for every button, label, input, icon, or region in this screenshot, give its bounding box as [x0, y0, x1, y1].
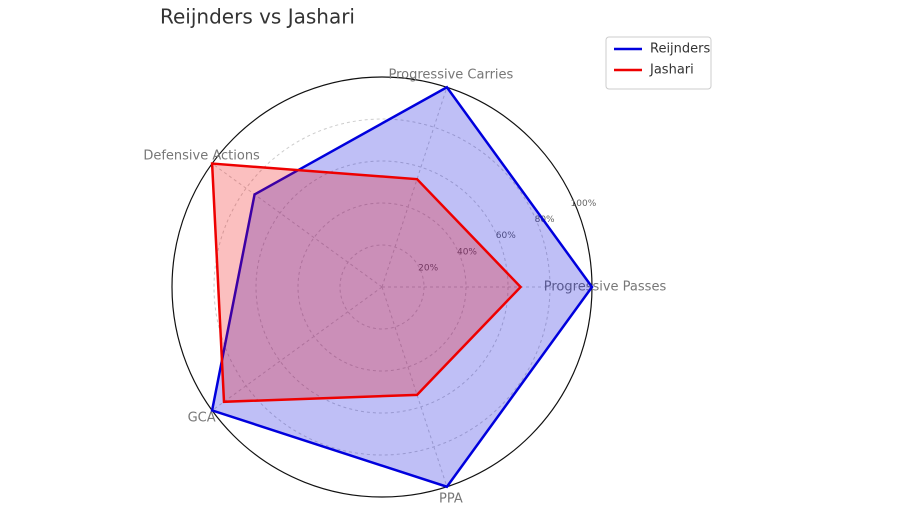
category-label: Progressive Passes [544, 280, 667, 295]
chart-title: Reijnders vs Jashari [160, 5, 355, 29]
spoke [211, 163, 383, 288]
r-tick-label: 20% [418, 263, 438, 273]
spoke [381, 286, 448, 487]
r-tick-label: 100% [571, 199, 597, 209]
legend-label: Reijnders [650, 42, 711, 57]
spoke [211, 286, 383, 411]
series-line [210, 162, 523, 404]
legend-label: Jashari [649, 63, 694, 78]
spoke [381, 87, 448, 288]
r-tick-label: 40% [457, 247, 477, 257]
category-label: Defensive Actions [143, 148, 260, 163]
category-label: PPA [439, 492, 463, 507]
series-area [212, 163, 521, 402]
series-area [212, 87, 592, 487]
category-label: Progressive Carries [389, 67, 514, 82]
series-line [210, 85, 594, 489]
category-label: GCA [188, 411, 216, 426]
r-tick-label: 60% [496, 231, 516, 241]
